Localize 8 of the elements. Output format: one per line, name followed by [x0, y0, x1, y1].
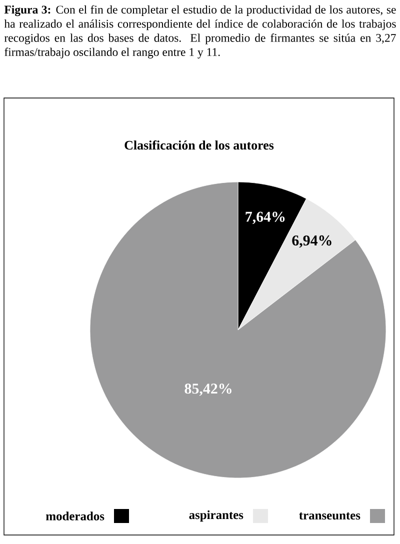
data-label: 7,64% — [246, 212, 285, 224]
legend-label: transeuntes — [299, 512, 360, 520]
data-label: 85,42% — [184, 384, 232, 396]
chart-title: Clasificación de los autores — [124, 140, 274, 150]
data-label: 6,94% — [292, 235, 332, 248]
text: Figura 3: Con el fin de completar el estudio de la productividad de los autores, se ha realizado el análisis correspondiente del índice de colaboración de los trabajos recogidos en las dos bases de datos. El promedio de firmantes se sitúa en 3,27 firmas/trabajo oscilando el rango entre 1 y 11. — [4, 5, 396, 58]
legend-label: aspirantes — [189, 510, 244, 522]
legend-label: moderados — [46, 512, 104, 520]
